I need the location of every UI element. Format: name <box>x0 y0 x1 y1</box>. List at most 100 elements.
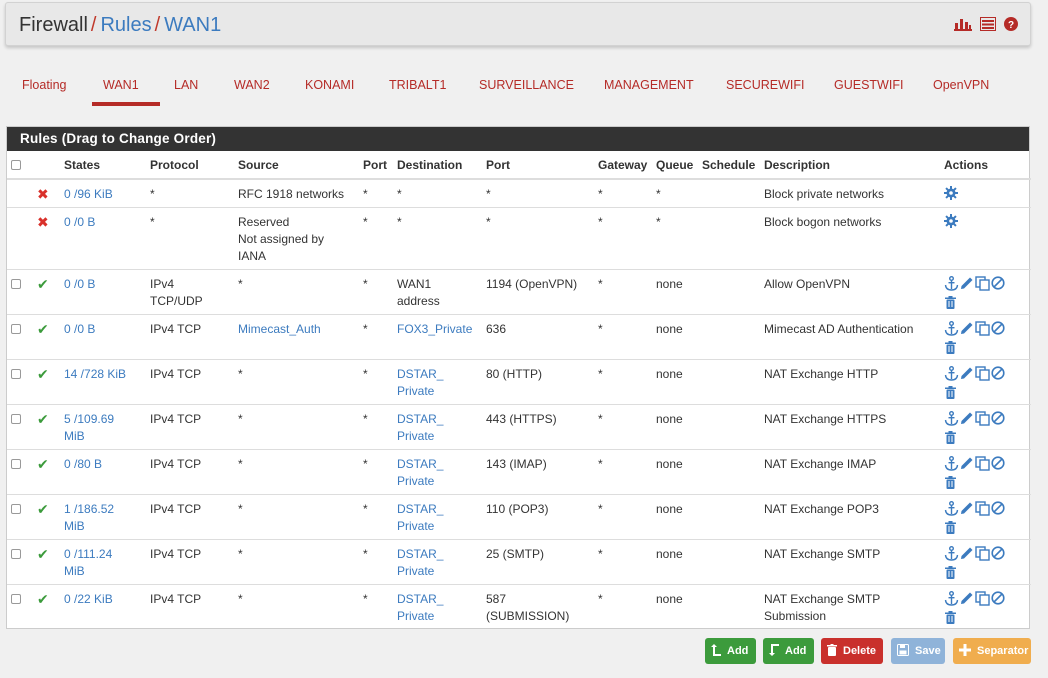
pass-icon[interactable]: ✔ <box>37 410 49 427</box>
states-cell[interactable]: 5 /109.69 MiB <box>60 403 146 449</box>
trash-icon[interactable] <box>944 475 957 494</box>
pass-icon[interactable]: ✔ <box>37 590 49 607</box>
row-checkbox[interactable] <box>11 278 21 289</box>
select-all-checkbox[interactable] <box>11 159 21 170</box>
pencil-icon[interactable] <box>960 591 974 610</box>
copy-icon[interactable] <box>975 320 990 341</box>
rule-status-cell[interactable]: ✔ <box>33 403 60 449</box>
gear-icon[interactable] <box>944 213 958 233</box>
pass-icon[interactable]: ✔ <box>37 455 49 472</box>
pass-icon[interactable]: ✔ <box>37 365 49 382</box>
tab-wan1[interactable]: WAN1 <box>103 78 139 92</box>
trash-icon[interactable] <box>944 565 957 584</box>
pencil-icon[interactable] <box>960 366 974 385</box>
rule-status-cell[interactable]: ✔ <box>33 358 60 404</box>
tab-wan2[interactable]: WAN2 <box>234 78 270 92</box>
copy-icon[interactable] <box>975 275 990 296</box>
tab-guestwifi[interactable]: GUESTWIFI <box>834 78 904 92</box>
trash-icon[interactable] <box>944 430 957 449</box>
states-cell[interactable]: 0 /96 KiB <box>60 178 146 207</box>
rule-status-cell[interactable]: ✔ <box>33 538 60 584</box>
states-cell[interactable]: 0 /0 B <box>60 313 146 359</box>
states-cell[interactable]: 0 /80 B <box>60 448 146 494</box>
breadcrumb-wan1[interactable]: WAN1 <box>164 14 222 36</box>
pass-icon[interactable]: ✔ <box>37 500 49 517</box>
ban-icon[interactable] <box>991 455 1005 475</box>
trash-icon[interactable] <box>944 520 957 539</box>
tab-konami[interactable]: KONAMI <box>305 78 355 92</box>
trash-icon[interactable] <box>944 610 957 629</box>
rule-status-cell[interactable]: ✔ <box>33 493 60 539</box>
pencil-icon[interactable] <box>960 411 974 430</box>
pass-icon[interactable]: ✔ <box>37 320 49 337</box>
rule-status-cell[interactable]: ✔ <box>33 448 60 494</box>
copy-icon[interactable] <box>975 500 990 521</box>
copy-icon[interactable] <box>975 545 990 566</box>
anchor-icon[interactable] <box>944 545 959 566</box>
pass-icon[interactable]: ✔ <box>37 545 49 562</box>
tab-openvpn[interactable]: OpenVPN <box>933 78 990 92</box>
ban-icon[interactable] <box>991 320 1005 340</box>
tab-lan[interactable]: LAN <box>174 78 199 92</box>
pencil-icon[interactable] <box>960 546 974 565</box>
anchor-icon[interactable] <box>944 275 959 296</box>
anchor-icon[interactable] <box>944 500 959 521</box>
pencil-icon[interactable] <box>960 276 974 295</box>
ban-icon[interactable] <box>991 545 1005 565</box>
gear-icon[interactable] <box>944 186 958 205</box>
breadcrumb-rules[interactable]: Rules <box>100 14 152 36</box>
anchor-icon[interactable] <box>944 365 959 386</box>
states-cell[interactable]: 1 /186.52 MiB <box>60 493 146 539</box>
pencil-icon[interactable] <box>960 456 974 475</box>
table-row[interactable]: ✔ 14 /728 KiB IPv4 TCP * * DSTAR_ Private 80 (H… <box>7 358 1031 404</box>
block-icon[interactable]: ✖ <box>37 213 49 230</box>
tab-tribalt1[interactable]: TRIBALT1 <box>389 78 447 92</box>
table-row[interactable]: ✔ 0 /22 KiB IPv4 TCP * * DSTAR_ Private 587 (SUB… <box>7 583 1031 629</box>
trash-icon[interactable] <box>944 340 957 359</box>
pass-icon[interactable]: ✔ <box>37 275 49 292</box>
add-rule-top-button[interactable]: Add <box>705 638 756 664</box>
anchor-icon[interactable] <box>944 455 959 476</box>
tab-securewifi[interactable]: SECUREWIFI <box>726 78 805 92</box>
row-checkbox[interactable] <box>11 413 21 424</box>
tab-management[interactable]: MANAGEMENT <box>604 78 694 92</box>
row-checkbox[interactable] <box>11 503 21 514</box>
table-row[interactable]: ✔ 1 /186.52 MiB IPv4 TCP * * DSTAR_ Private 110 … <box>7 493 1031 539</box>
copy-icon[interactable] <box>975 455 990 476</box>
trash-icon[interactable] <box>944 385 957 404</box>
table-row[interactable]: ✔ 0 /111.24 MiB IPv4 TCP * * DSTAR_ Private 25 (… <box>7 538 1031 584</box>
row-checkbox[interactable] <box>11 548 21 559</box>
add-rule-bottom-button[interactable]: Add <box>763 638 814 664</box>
table-row[interactable]: ✔ 0 /80 B IPv4 TCP * * DSTAR_ Private 143 (IMAP… <box>7 448 1031 494</box>
ban-icon[interactable] <box>991 590 1005 610</box>
list-icon[interactable] <box>980 17 996 34</box>
copy-icon[interactable] <box>975 410 990 431</box>
pencil-icon[interactable] <box>960 321 974 340</box>
ban-icon[interactable] <box>991 500 1005 520</box>
trash-icon[interactable] <box>944 295 957 314</box>
table-row[interactable]: ✔ 0 /0 B IPv4 TCP Mimecast_Auth * FOX3_Privat… <box>7 313 1031 359</box>
row-checkbox[interactable] <box>11 593 21 604</box>
states-cell[interactable]: 0 /22 KiB <box>60 583 146 629</box>
rule-status-cell[interactable]: ✖ <box>33 206 60 269</box>
rule-status-cell[interactable]: ✔ <box>33 268 60 314</box>
anchor-icon[interactable] <box>944 320 959 341</box>
row-checkbox[interactable] <box>11 458 21 469</box>
ban-icon[interactable] <box>991 275 1005 295</box>
table-row[interactable]: ✔ 0 /0 B IPv4 TCP/UDP * * WAN1 address 1194 (Ope… <box>7 268 1031 314</box>
anchor-icon[interactable] <box>944 590 959 611</box>
anchor-icon[interactable] <box>944 410 959 431</box>
tab-floating[interactable]: Floating <box>22 78 67 92</box>
delete-button[interactable]: Delete <box>821 638 883 664</box>
table-row[interactable]: ✖ 0 /0 B * Reserved Not assigned by IANA * * * * *… <box>7 206 1031 269</box>
states-cell[interactable]: 0 /111.24 MiB <box>60 538 146 584</box>
copy-icon[interactable] <box>975 590 990 611</box>
save-button[interactable]: Save <box>891 638 945 664</box>
rule-status-cell[interactable]: ✔ <box>33 583 60 629</box>
states-cell[interactable]: 14 /728 KiB <box>60 358 146 404</box>
tab-surveillance[interactable]: SURVEILLANCE <box>479 78 574 92</box>
row-checkbox[interactable] <box>11 323 21 334</box>
help-icon[interactable]: ? <box>1004 17 1018 34</box>
row-checkbox[interactable] <box>11 368 21 379</box>
bar-chart-icon[interactable] <box>954 17 972 34</box>
